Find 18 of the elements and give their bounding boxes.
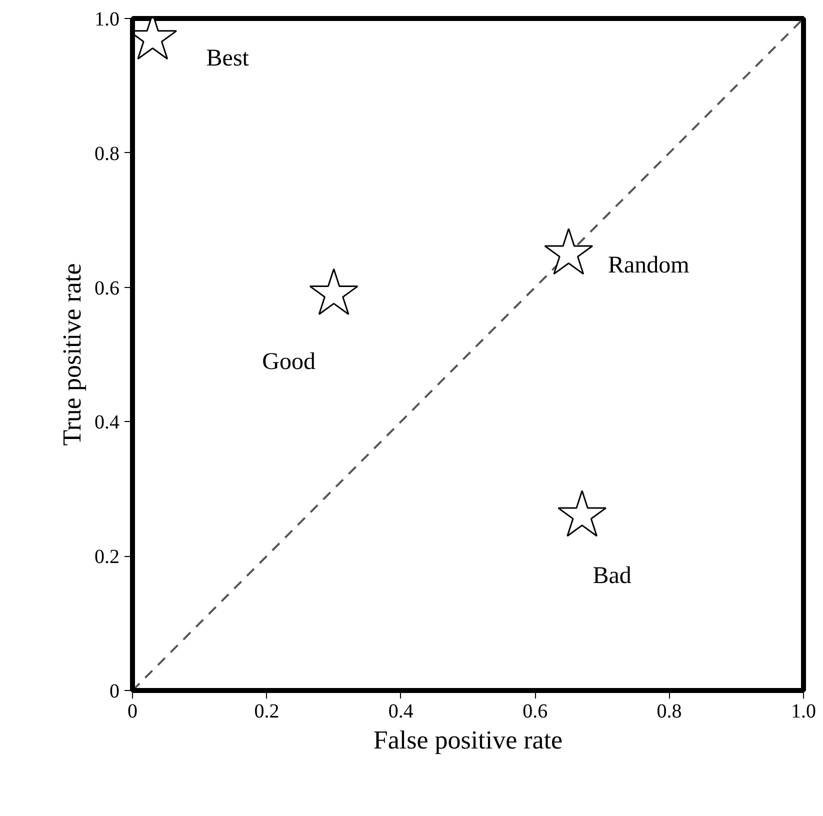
y-tick-label: 1.0 (94, 8, 120, 30)
annotation: Best (206, 46, 250, 72)
x-axis-title: False positive rate (373, 726, 563, 754)
y-tick-label: 0.2 (94, 546, 120, 568)
x-tick-label: 0.8 (656, 700, 682, 722)
x-tick-label: 1.0 (791, 700, 816, 722)
x-tick-label: 0.2 (254, 700, 280, 722)
x-tick-label: 0.6 (522, 700, 548, 722)
y-tick-label: 0.8 (94, 142, 120, 165)
annotation: Good (262, 349, 316, 376)
y-tick-label: 0.4 (94, 412, 120, 434)
y-tick-label: 0.6 (94, 277, 120, 300)
annotation: Random (608, 252, 690, 279)
y-axis-title: True positive rate (58, 263, 86, 446)
y-tick-label: 0 (110, 680, 120, 702)
x-tick-label: 0.4 (388, 700, 414, 722)
annotation: Bad (592, 562, 632, 589)
x-tick-label: 0 (128, 700, 138, 722)
